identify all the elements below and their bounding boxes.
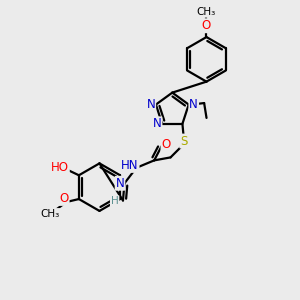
Text: O: O	[202, 19, 211, 32]
Text: S: S	[180, 135, 188, 148]
Text: N: N	[189, 98, 198, 111]
Text: CH₃: CH₃	[40, 209, 59, 219]
Text: O: O	[161, 138, 171, 151]
Text: CH₃: CH₃	[197, 7, 216, 17]
Text: N: N	[146, 98, 155, 111]
Text: H: H	[111, 196, 119, 206]
Text: O: O	[59, 192, 69, 205]
Text: N: N	[116, 177, 124, 190]
Text: HO: HO	[51, 161, 69, 174]
Text: N: N	[153, 117, 161, 130]
Text: HN: HN	[121, 159, 139, 172]
